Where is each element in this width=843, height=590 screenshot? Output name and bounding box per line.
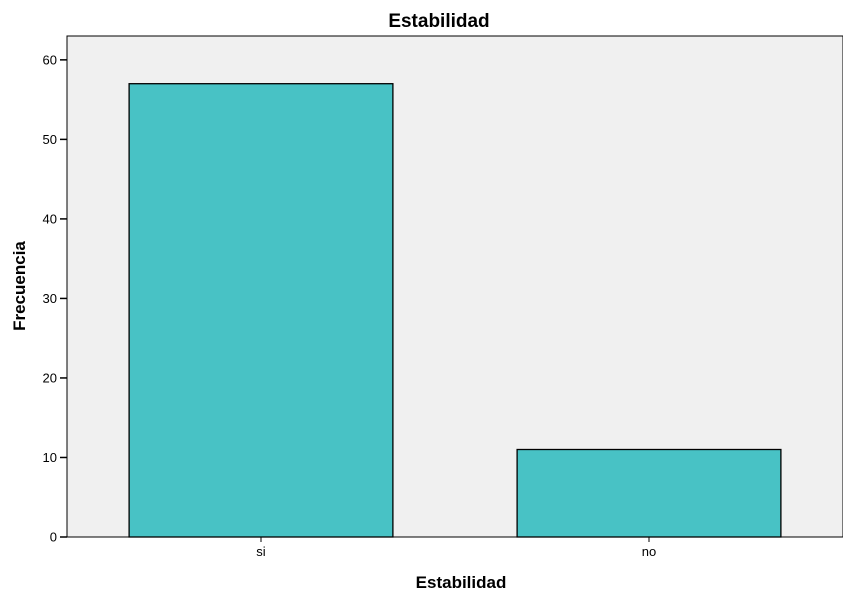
y-tick-label: 40 xyxy=(43,211,57,226)
y-tick-label: 0 xyxy=(50,530,57,545)
bar-si xyxy=(128,83,394,538)
y-tick-label: 30 xyxy=(43,291,57,306)
y-tick-label: 50 xyxy=(43,132,57,147)
x-tick-label: si xyxy=(256,544,266,559)
bar-no xyxy=(516,448,782,538)
x-axis-label: Estabilidad xyxy=(416,573,507,590)
y-axis: 0 10 20 30 40 50 60 xyxy=(43,52,67,545)
x-tick-label: no xyxy=(642,544,656,559)
y-tick-label: 10 xyxy=(43,450,57,465)
y-tick-label: 20 xyxy=(43,370,57,385)
chart-title: Estabilidad xyxy=(388,11,489,32)
x-axis: si no xyxy=(256,537,656,559)
y-tick-label: 60 xyxy=(43,52,57,67)
y-axis-label: Frecuencia xyxy=(10,241,29,331)
